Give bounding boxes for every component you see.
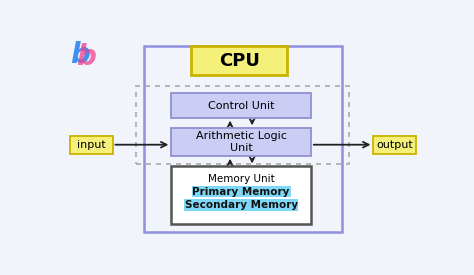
Text: Control Unit: Control Unit	[208, 101, 274, 111]
FancyBboxPatch shape	[171, 166, 311, 224]
FancyBboxPatch shape	[374, 136, 416, 154]
FancyBboxPatch shape	[191, 46, 287, 75]
FancyBboxPatch shape	[171, 128, 311, 156]
Text: Primary Memory: Primary Memory	[192, 186, 290, 197]
Text: output: output	[376, 140, 413, 150]
Text: Memory Unit: Memory Unit	[208, 174, 274, 184]
Text: Secondary Memory: Secondary Memory	[184, 200, 298, 210]
Text: Arithmetic Logic
Unit: Arithmetic Logic Unit	[196, 131, 286, 153]
Text: b: b	[70, 42, 90, 70]
Text: input: input	[77, 140, 106, 150]
Text: b: b	[76, 43, 96, 70]
FancyBboxPatch shape	[171, 93, 311, 118]
FancyBboxPatch shape	[70, 136, 112, 154]
Text: CPU: CPU	[219, 51, 260, 70]
